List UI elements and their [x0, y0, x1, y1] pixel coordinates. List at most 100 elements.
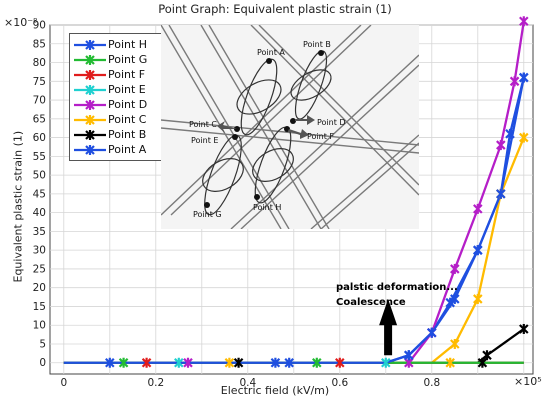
data-point-point-b [482, 350, 492, 361]
inset-ellipses [202, 50, 332, 216]
y-tick-label: 25 [33, 263, 46, 275]
y-tick-label: 30 [33, 245, 46, 257]
data-point-point-c [473, 293, 483, 304]
data-point-point-a [473, 245, 483, 256]
data-point-point-d [509, 76, 520, 87]
baseline-marker [284, 357, 294, 368]
y-tick-label: 10 [33, 320, 46, 332]
baseline-marker [381, 357, 391, 368]
data-point-point-a [404, 350, 414, 361]
x-tick-label: 0.4 [239, 377, 256, 389]
inset-diagram: Point A Point B Point C Point D Point E … [161, 25, 419, 229]
annotation-deformation: palstic deformation... [336, 282, 458, 293]
legend-swatch [74, 145, 106, 155]
inset-label-point-f: Point F [307, 132, 334, 141]
data-point-point-b [519, 323, 529, 334]
baseline-marker [445, 357, 455, 368]
data-point-point-a [519, 72, 529, 83]
inset-arrows [217, 115, 315, 139]
y-tick-label: 15 [33, 301, 46, 313]
data-point-point-c [450, 338, 460, 349]
inset-grain-lines [161, 25, 419, 229]
y-tick-label: 55 [33, 151, 46, 163]
inset-label-point-b: Point B [303, 40, 331, 49]
y-tick-label: 0 [39, 357, 46, 369]
inset-label-point-g: Point G [193, 210, 222, 219]
x-axis-label: Electric field (kV/m) [220, 384, 330, 397]
baseline-marker [233, 357, 244, 368]
y-axis-label: Equivalent plastic strain (1) [11, 130, 25, 283]
baseline-marker [335, 357, 345, 368]
y-tick-label: 60 [33, 132, 46, 144]
data-point-point-a [427, 327, 437, 338]
inset-label-point-d: Point D [317, 118, 346, 127]
y-tick-label: 5 [39, 338, 46, 350]
legend-swatch [74, 100, 106, 110]
series-line-point-h [63, 77, 525, 364]
legend-label: Point H [108, 38, 148, 51]
legend-label: Point G [108, 53, 148, 66]
legend-swatch [74, 70, 106, 80]
inset-text: Point A Point B Point C Point D Point E … [189, 40, 346, 219]
inset-label-point-e: Point E [191, 136, 218, 145]
inset-label-point-c: Point C [189, 120, 217, 129]
legend-label: Point F [108, 68, 146, 81]
x-tick-label: 0 [60, 377, 67, 389]
baseline-marker [141, 357, 152, 368]
legend-label: Point C [108, 113, 147, 126]
legend-item-point-a: Point A [70, 143, 162, 157]
baseline-marker [118, 357, 129, 368]
legend-label: Point B [108, 128, 147, 141]
y-tick-label: 70 [33, 95, 46, 107]
data-point-point-d [519, 16, 529, 27]
y-tick-label: 90 [33, 20, 46, 32]
data-point-point-a [445, 297, 455, 308]
y-tick-label: 85 [33, 38, 46, 50]
legend-swatch [74, 40, 106, 50]
y-tick-label: 50 [33, 170, 46, 182]
inset-label-point-h: Point H [253, 203, 281, 212]
legend-label: Point D [108, 98, 148, 111]
y-tick-label: 20 [33, 282, 46, 294]
annotation-arrow [379, 298, 398, 356]
data-point-point-d [450, 263, 460, 274]
legend-label: Point A [108, 143, 147, 156]
inset-svg: Point A Point B Point C Point D Point E … [161, 25, 419, 229]
baseline-marker [477, 357, 488, 368]
legend-swatch [74, 55, 106, 65]
legend-item-point-f: Point F [70, 68, 162, 82]
legend-swatch [74, 115, 106, 125]
baseline-marker [312, 357, 322, 368]
legend-item-point-b: Point B [70, 128, 162, 142]
baseline-marker [105, 357, 115, 368]
legend-item-point-g: Point G [70, 53, 162, 67]
baseline-marker [183, 357, 193, 368]
x-axis-multiplier: ×10⁵ [514, 375, 542, 388]
baseline-marker [224, 357, 235, 368]
legend-item-point-h: Point H [70, 38, 162, 52]
legend-item-point-d: Point D [70, 98, 162, 112]
inset-points [204, 50, 324, 208]
y-axis-multiplier: ×10⁻⁸ [4, 16, 38, 29]
legend-label: Point E [108, 83, 146, 96]
x-tick-label: 0.8 [423, 377, 440, 389]
chart-title: Point Graph: Equivalent plastic strain (… [158, 2, 392, 16]
legend: Point H Point G Point F Point E Point D Point… [69, 33, 163, 161]
y-tick-label: 45 [33, 188, 46, 200]
y-tick-label: 35 [33, 226, 46, 238]
y-tick-label: 75 [33, 76, 46, 88]
y-tick-label: 40 [33, 207, 46, 219]
legend-item-point-e: Point E [70, 83, 162, 97]
data-point-point-a [505, 128, 515, 139]
data-point-point-a [496, 188, 506, 199]
inset-label-point-a: Point A [257, 48, 285, 57]
data-point-point-d [496, 140, 506, 151]
baseline-marker [174, 357, 184, 368]
x-tick-label: 0.2 [147, 377, 164, 389]
baseline-marker [270, 357, 281, 368]
y-tick-label: 65 [33, 113, 46, 125]
data-point-point-d [473, 203, 483, 214]
y-tick-label: 80 [33, 57, 46, 69]
legend-item-point-c: Point C [70, 113, 162, 127]
legend-swatch [74, 85, 106, 95]
